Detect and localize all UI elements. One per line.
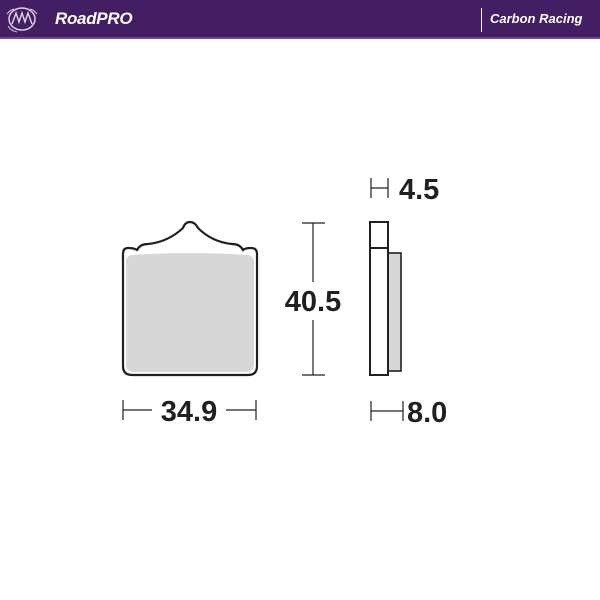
brand-logo-icon [6, 7, 38, 33]
width-value: 34.9 [161, 396, 217, 428]
friction-material [126, 253, 254, 372]
header-divider [481, 8, 482, 32]
brand-name: RoadPRO [55, 9, 133, 28]
total-thickness-value: 8.0 [407, 397, 447, 429]
backing-thickness-dimension [370, 178, 389, 198]
width-dimension [122, 400, 257, 420]
backing-thickness-value: 4.5 [399, 174, 439, 206]
height-value: 40.5 [285, 286, 341, 318]
product-line: Carbon Racing [490, 11, 583, 26]
total-thickness-dimension [370, 401, 404, 421]
header-bar: RoadPRO Carbon Racing [0, 0, 600, 39]
side-friction [387, 252, 402, 372]
side-backing-plate [369, 221, 389, 376]
height-dimension [302, 222, 325, 376]
